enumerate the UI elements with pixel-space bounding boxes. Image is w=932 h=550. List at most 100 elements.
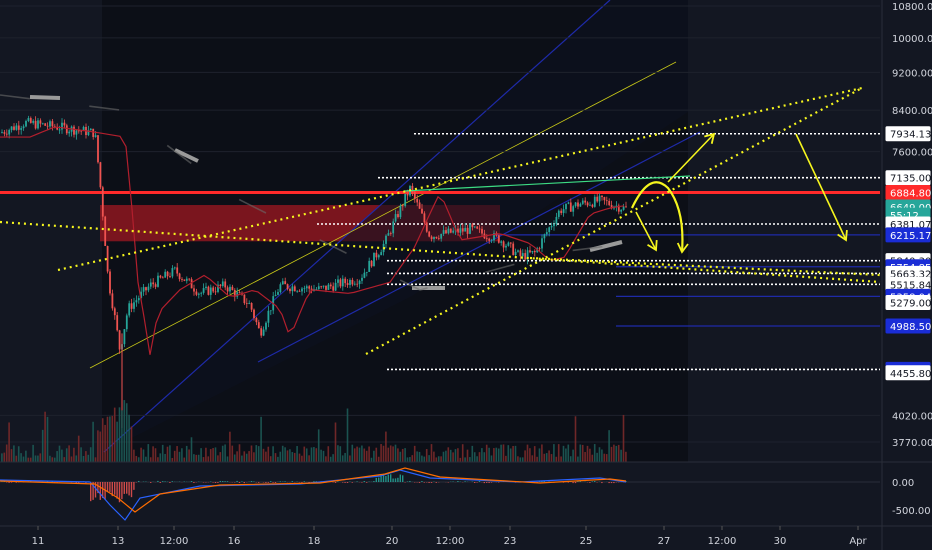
volume-bar	[617, 444, 620, 462]
volume-bar	[577, 456, 579, 462]
oscillator-bar	[380, 474, 382, 482]
oscillator-bar	[133, 482, 135, 490]
volume-bar	[236, 451, 238, 462]
oscillator-bar	[430, 482, 433, 483]
candle-body	[416, 198, 419, 203]
candle-body	[17, 125, 20, 130]
candle-body	[387, 233, 390, 236]
moving-average-red	[0, 126, 625, 355]
volume-bar	[49, 455, 51, 462]
volume-bar	[423, 456, 426, 462]
volume-bar	[58, 445, 61, 462]
candle-body	[356, 283, 359, 285]
volume-bar	[356, 446, 358, 462]
volume-bar	[116, 421, 118, 462]
time-tick-label: 16	[228, 536, 241, 547]
oscillator-bar	[164, 481, 166, 482]
volume-bar	[406, 457, 409, 462]
volume-bar	[178, 451, 181, 462]
volume-bar	[332, 454, 334, 462]
candle-body	[82, 126, 85, 131]
candle-body	[149, 282, 152, 287]
oscillator-bar	[92, 482, 94, 500]
volume-bar	[476, 456, 478, 462]
candle-body	[166, 271, 169, 277]
candle-body	[550, 226, 553, 228]
oscillator-bar	[423, 482, 425, 483]
volume-bar	[253, 452, 255, 462]
volume-bar	[152, 446, 154, 462]
volume-bar	[613, 444, 615, 462]
candle-body	[531, 250, 534, 253]
volume-bar	[327, 446, 330, 462]
candle-body	[517, 250, 519, 252]
volume-bar	[85, 451, 87, 462]
candle-body	[545, 232, 548, 235]
volume-bar	[457, 448, 459, 462]
oscillator-bar	[313, 481, 315, 482]
oscillator-bar	[130, 482, 133, 498]
price-badge-label: 7934.13	[890, 130, 931, 141]
candle-body	[178, 273, 181, 280]
oscillator-bar	[238, 482, 241, 483]
arrow-head-up	[704, 132, 716, 144]
volume-bar	[10, 449, 13, 462]
candle-body	[229, 286, 231, 292]
candle-body	[593, 196, 596, 207]
candles	[1, 115, 627, 354]
time-tick-label: 12:00	[708, 536, 737, 547]
volume-bar	[572, 449, 574, 462]
volume-bar	[418, 451, 421, 462]
candle-body	[224, 281, 227, 288]
candle-body	[464, 227, 467, 232]
volume-bar	[430, 444, 433, 462]
oscillator-bar	[190, 481, 193, 482]
volume-bar	[169, 445, 171, 462]
candle-body	[128, 303, 131, 316]
candle-body	[140, 291, 143, 299]
volume-bar	[185, 445, 188, 462]
volume-bar	[92, 421, 94, 462]
volume-bar	[128, 414, 130, 462]
candle-body	[452, 230, 455, 233]
oscillator-bar	[162, 481, 164, 482]
oscillator-bar	[114, 482, 116, 495]
volume-bar	[596, 452, 598, 462]
oscillator-bar	[390, 474, 392, 482]
volume-bar	[87, 454, 90, 462]
candle-body	[44, 123, 47, 126]
volume-bar	[358, 447, 361, 462]
candle-body	[620, 209, 623, 212]
candle-body	[490, 240, 493, 242]
volume-bar	[29, 457, 32, 462]
volume-bar	[109, 416, 111, 462]
candle-body	[337, 279, 339, 283]
ma-grey-segment-1	[29, 95, 61, 100]
volume-bar	[584, 451, 586, 462]
volume-bar	[99, 431, 102, 462]
candle-body	[209, 287, 212, 295]
volume-bar	[44, 411, 46, 462]
volume-bar	[17, 446, 20, 462]
oscillator-bar	[342, 482, 344, 483]
volume-bar	[363, 448, 366, 462]
oscillator-bar	[193, 482, 195, 483]
oscillator-bar	[138, 480, 140, 482]
candle-body	[217, 284, 219, 292]
volume-bars	[1, 400, 627, 462]
candle-body	[572, 206, 575, 212]
volume-bar	[70, 456, 73, 462]
oscillator-bar	[394, 478, 397, 482]
volume-bar	[183, 457, 186, 462]
volume-bar	[593, 444, 596, 462]
volume-bar	[118, 407, 121, 462]
price-badge-label: 4988.50	[890, 322, 931, 333]
candle-body	[469, 224, 471, 234]
oscillator-bar	[351, 482, 353, 483]
volume-bar	[317, 429, 320, 462]
candle-body	[20, 128, 23, 130]
volume-bar	[22, 456, 25, 462]
candle-body	[625, 206, 627, 208]
